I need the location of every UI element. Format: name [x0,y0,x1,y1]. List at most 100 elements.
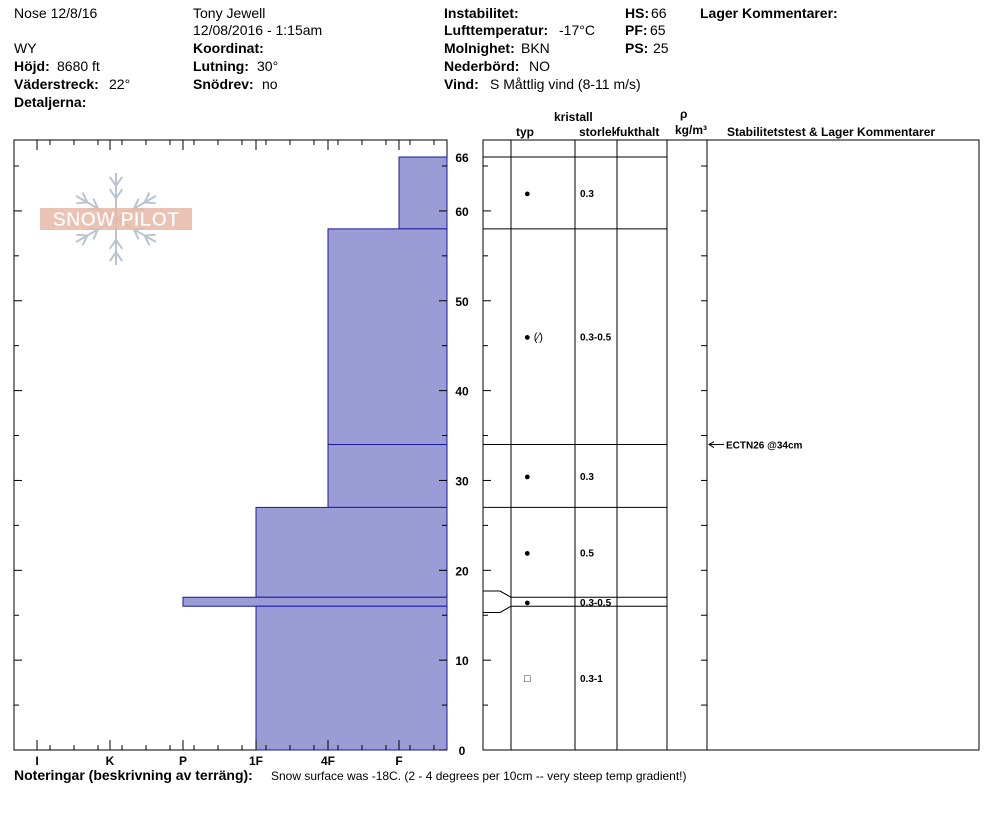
hardness-layers [182,156,448,751]
hardness-tick-label: F [395,754,402,768]
ps-label: PS: [625,40,649,56]
observation-datetime: 12/08/2016 - 1:15am [193,22,323,38]
grain-type-6: □ [524,673,531,685]
snow-pilot-logo: SNOW PILOT [40,173,192,265]
layer-bar-4 [255,506,448,598]
elevation-label: Höjd: [14,58,50,74]
grain-type-5: ● [524,597,531,609]
layer-bar-6 [255,605,448,751]
depth-tick-label: 60 [455,205,469,219]
layer-bar-2 [327,228,448,446]
snowflake-branch [144,233,156,237]
hardness-tick-label: P [179,754,187,768]
coordinate-label: Koordinat: [193,40,264,56]
snowflake-branch [108,176,117,187]
ps-value: 25 [653,40,669,56]
stability-label: Instabilitet: [444,5,519,21]
grain-type-4: ● [524,547,531,559]
depth-axis: 0 10 20 30 40 50 60 66 [14,151,707,758]
wind-value: S Måttlig vind (8-11 m/s) [490,76,641,92]
snowflake-branch [76,201,88,205]
slope-value: 30° [257,58,279,74]
snowflake-branch [81,192,89,203]
depth-tick-label: 20 [455,564,469,578]
sky-label: Molnighet: [444,40,515,56]
drift-value: no [262,76,278,92]
grain-type-3: ● [524,471,531,483]
grain-size-5: 0.3-0.5 [580,598,612,609]
sky-value: BKN [521,40,550,56]
layer-bar-1 [398,156,448,230]
notes-label: Noteringar (beskrivning av terräng): [14,767,253,783]
snowflake-branch [115,188,124,199]
state-value: WY [14,40,37,56]
density-unit: kg/m³ [675,123,708,137]
snowflake-branch [143,192,151,203]
pf-label: PF: [625,22,648,38]
layer-connector [483,590,512,598]
layer-bar-3 [327,444,448,508]
air-temp-value: -17°C [559,22,595,38]
snowflake-branch [108,239,117,250]
aspect-label: Väderstreck: [14,76,99,92]
snowflake-branch [108,188,117,199]
layer-table-cells: ● 0.3 ● (⁄) 0.3-0.5 ● 0.3 ● 0.5 ● 0.3-0.5 □ 0.3-1 [524,188,612,685]
snowflake-branch [92,198,99,210]
hardness-tick-label: I [35,754,38,768]
snowflake-branch [108,251,117,262]
snowflake-branch [115,251,124,262]
precip-label: Nederbörd: [444,58,520,74]
hardness-tick-label: K [106,754,115,768]
grain-size-1: 0.3 [580,189,594,200]
depth-tick-label: 50 [455,295,469,309]
stability-tests: ECTN26 @34cm [708,441,803,452]
hardness-axis: I K P 1F 4F F [35,140,435,768]
moisture-header: fukthalt [616,125,660,139]
grain-size-4: 0.5 [580,548,594,559]
observer-name: Tony Jewell [193,5,266,21]
depth-tick-label: 66 [455,151,469,165]
snowflake-branch [143,235,151,246]
snowflake-branch [81,235,89,246]
density-symbol: ρ [680,107,688,121]
grain-size-2: 0.3-0.5 [580,333,612,344]
notes-value: Snow surface was -18C. (2 - 4 degrees pe… [271,769,687,783]
snow-pilot-logo-text: SNOW PILOT [53,209,180,231]
wind-label: Vind: [444,76,479,92]
precip-value: NO [529,58,550,74]
pf-value: 65 [650,22,666,38]
grain-type-2: ● (⁄) [524,332,543,344]
hs-label: HS: [625,5,650,21]
snowflake-branch [115,239,124,250]
snowflake-branch [144,201,156,205]
depth-tick-label: 40 [455,385,469,399]
depth-tick-label: 10 [455,654,469,668]
grain-size-3: 0.3 [580,472,594,483]
snowflake-branch [76,233,88,237]
hs-value: 66 [651,5,667,21]
snowflake-branch [92,228,99,240]
drift-label: Snödrev: [193,76,254,92]
grain-size-6: 0.3-1 [580,674,603,685]
hardness-tick-label: 1F [249,754,263,768]
depth-tick-label: 30 [455,474,469,488]
layer-comments-label: Lager Kommentarer: [700,5,838,21]
stability-test-label-1: ECTN26 @34cm [726,441,803,452]
snowflake-branch [133,228,140,240]
location-title: Nose 12/8/16 [14,5,98,21]
stability-test-arrowhead [708,441,715,448]
hardness-tick-label: 4F [321,754,335,768]
aspect-value: 22° [109,76,131,92]
details-label: Detaljerna: [14,94,87,110]
snowflake-branch [133,198,140,210]
depth-tick-label: 0 [459,744,466,758]
stability-header: Stabilitetstest & Lager Kommentarer [727,125,936,139]
type-header: typ [516,125,534,139]
slope-label: Lutning: [193,58,249,74]
crystal-header: kristall [554,110,593,124]
snowflake-branch [115,176,124,187]
air-temp-label: Lufttemperatur: [444,22,549,38]
layer-bar-5 [182,596,448,607]
layer-table [482,139,980,751]
